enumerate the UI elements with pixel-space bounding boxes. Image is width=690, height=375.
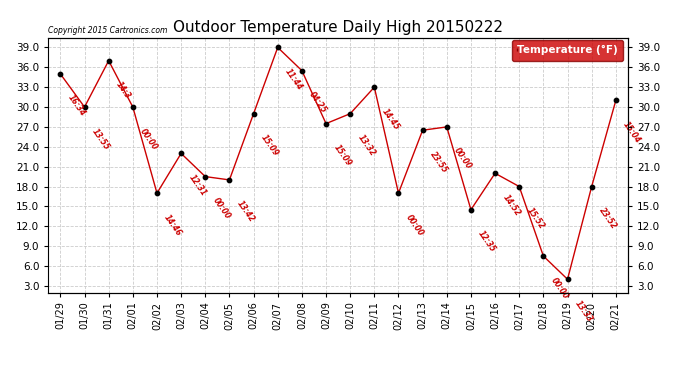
Text: 16:34: 16:34	[66, 93, 87, 118]
Text: 00:00: 00:00	[453, 146, 473, 171]
Text: 00:00: 00:00	[139, 126, 159, 151]
Point	[369, 84, 380, 90]
Point	[611, 98, 622, 104]
Point	[55, 71, 66, 77]
Point	[321, 121, 332, 127]
Text: 12:35: 12:35	[477, 229, 497, 254]
Point	[128, 104, 139, 110]
Point	[273, 44, 284, 50]
Text: 14:52: 14:52	[501, 193, 522, 217]
Point	[562, 276, 573, 282]
Text: Copyright 2015 Cartronics.com: Copyright 2015 Cartronics.com	[48, 26, 168, 35]
Text: 13:33: 13:33	[573, 299, 594, 324]
Point	[538, 253, 549, 259]
Point	[224, 177, 235, 183]
Point	[152, 190, 163, 196]
Point	[79, 104, 90, 110]
Text: 15:09: 15:09	[259, 133, 280, 158]
Point	[466, 207, 477, 213]
Text: 15:04: 15:04	[622, 120, 642, 145]
Text: 00:00: 00:00	[404, 213, 425, 237]
Text: 23:55: 23:55	[428, 150, 449, 174]
Point	[490, 170, 501, 176]
Text: 15:52: 15:52	[525, 206, 546, 231]
Text: 23:52: 23:52	[598, 206, 618, 231]
Title: Outdoor Temperature Daily High 20150222: Outdoor Temperature Daily High 20150222	[173, 20, 503, 35]
Text: 14:46: 14:46	[163, 213, 184, 237]
Point	[417, 127, 428, 133]
Point	[297, 68, 308, 74]
Point	[248, 111, 259, 117]
Text: 04:25: 04:25	[308, 90, 328, 115]
Text: 00:00: 00:00	[211, 196, 232, 221]
Text: 13:42: 13:42	[235, 200, 256, 224]
Text: 13:55: 13:55	[90, 126, 111, 151]
Point	[200, 174, 211, 180]
Text: 12:31: 12:31	[187, 173, 208, 198]
Point	[514, 183, 525, 189]
Text: 13:32: 13:32	[356, 133, 377, 158]
Point	[345, 111, 356, 117]
Legend: Temperature (°F): Temperature (°F)	[511, 40, 622, 61]
Text: 15:09: 15:09	[332, 143, 353, 168]
Text: 00:00: 00:00	[549, 276, 570, 300]
Text: 11:44: 11:44	[284, 67, 304, 92]
Text: 14:45: 14:45	[380, 106, 401, 132]
Point	[176, 150, 187, 156]
Text: 14:3: 14:3	[115, 80, 132, 100]
Point	[104, 58, 115, 64]
Point	[586, 183, 598, 189]
Point	[442, 124, 453, 130]
Point	[393, 190, 404, 196]
